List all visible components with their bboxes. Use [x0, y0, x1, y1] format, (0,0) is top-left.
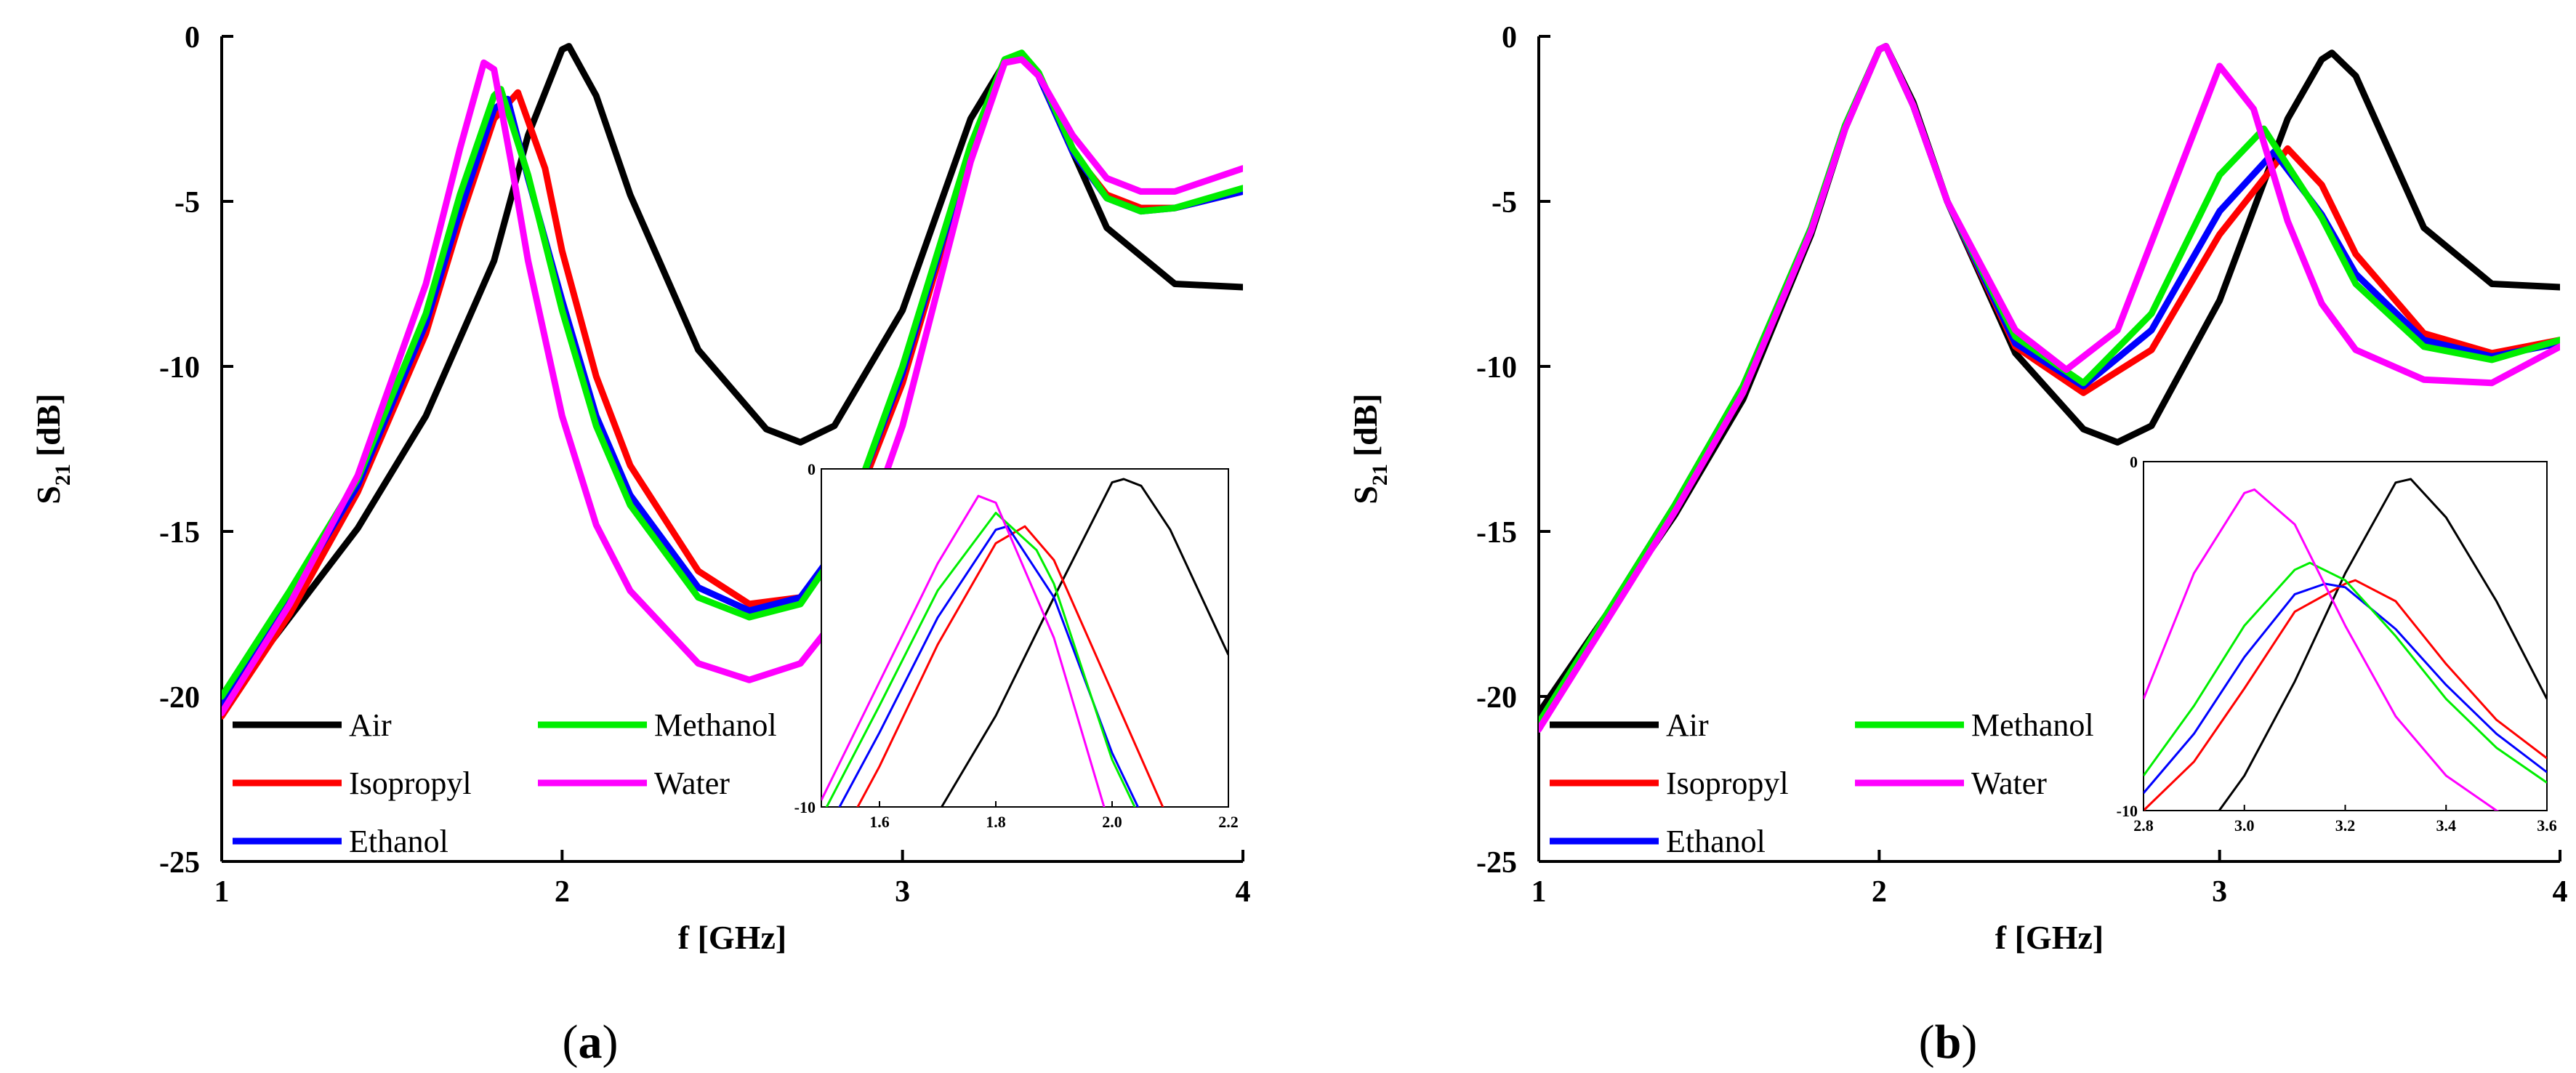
- y-tick-label: -5: [174, 186, 200, 220]
- y-axis-label: S21 [dB]: [1347, 393, 1392, 505]
- inset-x-tick-label: 1.8: [986, 813, 1006, 831]
- inset-y-tick-label: 0: [2130, 453, 2138, 471]
- series-line-methanol: [222, 49, 1243, 700]
- inset-line-water: [2144, 488, 2500, 811]
- y-tick-label: -20: [159, 681, 200, 715]
- inset-line-water: [821, 494, 1106, 807]
- caption-letter: a: [579, 1016, 603, 1069]
- inset-x-tick-label: 2.0: [1102, 813, 1122, 831]
- inset-x-tick-label: 2.8: [2133, 816, 2154, 835]
- x-axis-label: f [GHz]: [1995, 919, 2104, 956]
- x-axis-label: f [GHz]: [678, 919, 786, 956]
- inset-y-tick-label: -10: [794, 798, 816, 816]
- legend-label-air: Air: [349, 707, 392, 743]
- legend: Air Isopropyl Ethanol Methanol Water: [233, 707, 777, 859]
- series-line-water: [222, 56, 1243, 717]
- inset-line-isopropyl: [856, 525, 1164, 807]
- legend-label-water: Water: [654, 765, 730, 801]
- legend: Air Isopropyl Ethanol Methanol Water: [1550, 707, 2094, 859]
- panel-caption: (b): [1919, 1016, 1978, 1069]
- y-axis-label-subscript: 21: [51, 464, 75, 486]
- inset-x-tick-label: 2.2: [1218, 813, 1239, 831]
- y-tick-label: -5: [1492, 186, 1517, 220]
- x-tick-label: 4: [2553, 875, 2568, 909]
- y-tick-label: 0: [1502, 21, 1517, 55]
- inset-frame: [2143, 461, 2548, 811]
- x-tick-label: 2: [555, 875, 570, 909]
- caption-letter: b: [1935, 1016, 1962, 1069]
- x-tick-label: 1: [214, 875, 230, 909]
- inset: 1.6 1.8 2.0 2.2 0 -10: [794, 460, 1239, 831]
- series-group: [1539, 43, 2560, 733]
- inset-line-air: [2218, 478, 2547, 811]
- y-axis-label-main: S: [30, 486, 67, 505]
- legend-label-isopropyl: Isopropyl: [1666, 765, 1789, 801]
- panel-caption: (a): [563, 1016, 619, 1069]
- inset-x-tick-label: 3.2: [2335, 816, 2356, 835]
- y-tick-label: -15: [1476, 516, 1517, 550]
- caption-open: (: [1919, 1016, 1935, 1069]
- inset-line-air: [940, 478, 1228, 807]
- x-tick-label: 1: [1531, 875, 1547, 909]
- y-tick-label: -10: [1476, 351, 1517, 385]
- y-axis-label: S21 [dB]: [30, 393, 75, 505]
- inset: 2.8 3.0 3.2 3.4 3.6 0 -10: [2117, 453, 2557, 835]
- inset-line-methanol: [825, 512, 1136, 807]
- y-axis-label-unit: [dB]: [30, 393, 67, 457]
- y-tick-label: -20: [1476, 681, 1517, 715]
- panel-b: 0 -5 -10 -15 -20 -25 1 2 3 4 f [GHz] S21 [dB] Air Isop…: [1347, 21, 2568, 1069]
- inset-series-group: [821, 478, 1228, 807]
- caption-close: ): [603, 1016, 619, 1069]
- panel-a: 0 -5 -10 -15 -20 -25 1 2 3 4 f [GHz] S21 [dB] Air Isop…: [30, 21, 1251, 1069]
- y-axis-label-subscript: 21: [1368, 464, 1392, 486]
- legend-label-ethanol: Ethanol: [349, 824, 448, 859]
- x-tick-label: 2: [1872, 875, 1887, 909]
- inset-y-tick-label: 0: [808, 460, 816, 478]
- y-axis-label-main: S: [1347, 486, 1384, 505]
- inset-line-methanol: [2144, 561, 2547, 784]
- inset-line-ethanol: [2144, 582, 2547, 794]
- inset-x-tick-label: 3.0: [2234, 816, 2255, 835]
- legend-label-methanol: Methanol: [654, 707, 777, 743]
- caption-open: (: [563, 1016, 579, 1069]
- y-axis-label-unit: [dB]: [1347, 393, 1384, 457]
- legend-label-ethanol: Ethanol: [1666, 824, 1766, 859]
- inset-frame: [821, 468, 1229, 808]
- legend-label-water: Water: [1971, 765, 2047, 801]
- legend-label-air: Air: [1666, 707, 1709, 743]
- x-tick-label: 4: [1236, 875, 1251, 909]
- legend-label-isopropyl: Isopropyl: [349, 765, 472, 801]
- y-tick-label: -25: [1476, 846, 1517, 880]
- legend-label-methanol: Methanol: [1971, 707, 2094, 743]
- caption-close: ): [1961, 1016, 1977, 1069]
- y-tick-label: -10: [159, 351, 200, 385]
- x-tick-label: 3: [2212, 875, 2227, 909]
- inset-x-tick-label: 3.6: [2537, 816, 2557, 835]
- inset-series-group: [2144, 478, 2547, 811]
- series-line-water: [1539, 43, 2560, 733]
- inset-line-isopropyl: [2144, 579, 2547, 811]
- x-tick-label: 3: [895, 875, 910, 909]
- y-tick-label: -25: [159, 846, 200, 880]
- inset-x-tick-label: 3.4: [2436, 816, 2457, 835]
- inset-x-tick-label: 1.6: [869, 813, 890, 831]
- y-tick-label: 0: [185, 21, 200, 55]
- inset-y-tick-label: -10: [2117, 802, 2138, 820]
- series-group: [222, 43, 1243, 720]
- y-tick-label: -15: [159, 516, 200, 550]
